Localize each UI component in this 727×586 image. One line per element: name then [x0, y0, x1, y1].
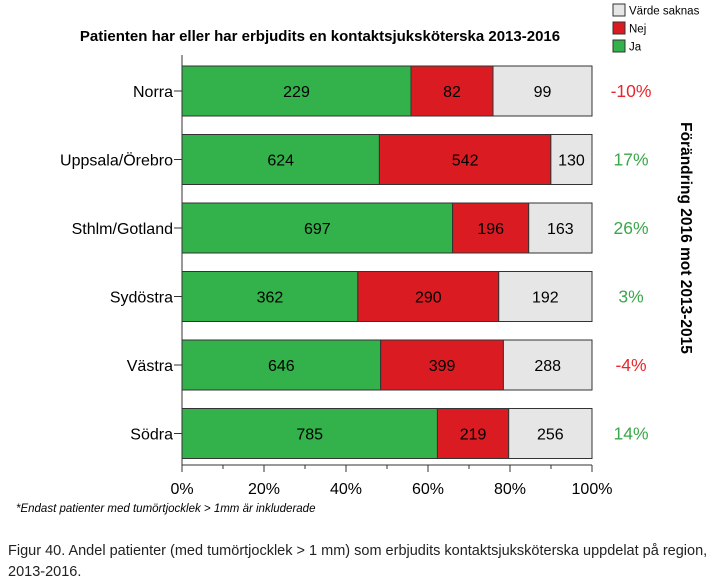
x-tick-label: 60%: [412, 481, 444, 498]
category-label-sodra: Södra: [130, 427, 173, 444]
x-tick-label: 20%: [248, 481, 280, 498]
legend-swatch-varde-saknas: [612, 3, 626, 17]
legend-swatch-nej: [612, 21, 626, 35]
bar-uppsala-orebro-varde-saknas: [550, 134, 593, 185]
bar-sthlm-gotland-varde-saknas: [528, 202, 593, 254]
bar-value-label: 219: [460, 427, 487, 444]
bar-vastra-varde-saknas: [502, 339, 593, 391]
bar-value-label: 362: [257, 290, 284, 307]
chart-title: Patienten har eller har erbjudits en kon…: [80, 28, 560, 45]
bar-value-label: 542: [452, 153, 479, 170]
legend-label-ja: Ja: [629, 42, 642, 54]
bars: 229 82 99 624 542 130 697 196 163 362 290 192 646 399…: [181, 65, 593, 459]
bar-value-label: 288: [534, 358, 561, 375]
change-label-sodra: 14%: [613, 424, 648, 444]
bar-uppsala-orebro-nej: [378, 134, 552, 185]
change-label-sthlm-gotland: 26%: [613, 218, 648, 238]
bar-value-label: 697: [304, 221, 331, 238]
legend-label-nej: Nej: [629, 24, 646, 36]
bar-vastra-ja: [181, 339, 382, 391]
bar-value-label: 290: [415, 290, 442, 307]
bar-value-label: 624: [267, 153, 294, 170]
bar-value-label: 82: [443, 84, 461, 101]
bar-value-label: 256: [537, 427, 564, 444]
bar-value-label: 399: [429, 358, 456, 375]
x-tick-label: 40%: [330, 481, 362, 498]
category-label-sydostra: Sydöstra: [110, 290, 173, 307]
bar-sthlm-gotland-nej: [452, 202, 530, 254]
change-label-norra: -10%: [611, 81, 652, 101]
bar-vastra-nej: [380, 339, 504, 391]
bar-sthlm-gotland-ja: [181, 202, 454, 254]
x-tick-label: 100%: [572, 481, 613, 498]
footnote: *Endast patienter med tumörtjocklek > 1m…: [16, 503, 316, 515]
bar-sodra-nej: [436, 408, 510, 459]
stacked-bar-chart: Patienten har eller har erbjudits en kon…: [60, 3, 700, 498]
bar-value-label: 192: [532, 290, 559, 307]
bar-norra-varde-saknas: [492, 65, 593, 117]
bar-value-label: 99: [534, 84, 552, 101]
x-tick-label: 0%: [170, 481, 193, 498]
bar-uppsala-orebro-ja: [181, 134, 380, 185]
category-label-uppsala-orebro: Uppsala/Örebro: [60, 152, 173, 170]
bar-value-label: 785: [296, 427, 323, 444]
bar-sodra-varde-saknas: [508, 408, 593, 459]
bar-value-label: 229: [283, 84, 310, 101]
bar-norra-nej: [410, 65, 494, 117]
legend: Värde saknas Nej Ja: [612, 3, 700, 54]
right-axis-label: Förändring 2016 mot 2013-2015: [677, 122, 694, 354]
bar-value-label: 163: [547, 221, 574, 238]
change-label-uppsala-orebro: 17%: [613, 150, 648, 170]
bar-value-label: 130: [558, 153, 585, 170]
bar-norra-ja: [181, 65, 412, 117]
x-axis: 0% 20% 40% 60% 80% 100%: [170, 55, 612, 498]
bar-sydostra-ja: [181, 271, 359, 322]
x-tick-label: 80%: [494, 481, 526, 498]
category-label-vastra: Västra: [127, 358, 173, 375]
bar-value-label: 196: [477, 221, 504, 238]
change-label-sydostra: 3%: [618, 287, 643, 307]
change-label-vastra: -4%: [615, 355, 646, 375]
bar-value-label: 646: [268, 358, 295, 375]
bar-sydostra-varde-saknas: [498, 271, 593, 322]
figure-caption: Figur 40. Andel patienter (med tumörtjoc…: [8, 543, 708, 580]
legend-label-varde-saknas: Värde saknas: [629, 6, 700, 18]
legend-swatch-ja: [612, 39, 626, 53]
change-labels: -10% 17% 26% 3% -4% 14%: [611, 81, 652, 444]
category-label-sthlm-gotland: Sthlm/Gotland: [72, 221, 173, 238]
category-labels: Norra Uppsala/Örebro Sthlm/Gotland Sydöstra…: [60, 84, 173, 444]
category-label-norra: Norra: [133, 84, 173, 101]
